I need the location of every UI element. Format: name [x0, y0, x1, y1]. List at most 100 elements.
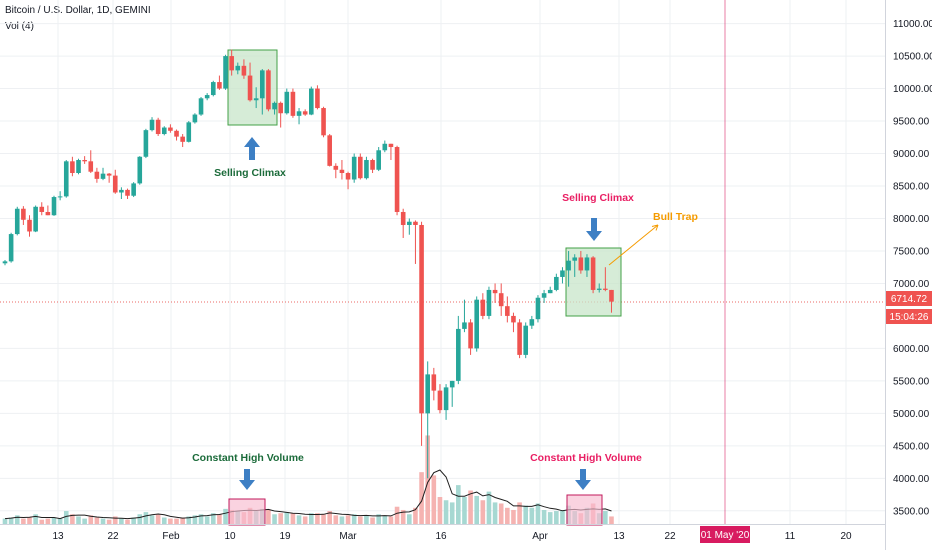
candle	[39, 202, 45, 216]
volume-bar	[94, 517, 100, 524]
volume-bar	[82, 518, 87, 524]
candle	[517, 319, 522, 359]
candle	[27, 215, 32, 237]
candle	[547, 286, 553, 294]
volume-bar	[223, 508, 228, 524]
candle	[88, 150, 94, 174]
candle	[511, 312, 516, 333]
candle	[480, 293, 486, 320]
volume-bar	[425, 435, 430, 524]
candle	[505, 296, 510, 323]
price-tick-label: 8000.00	[893, 214, 930, 225]
time-tick-label: 10	[224, 531, 236, 542]
arrow-down-icon	[575, 469, 591, 490]
candle	[186, 121, 192, 143]
candle	[284, 88, 290, 115]
candle	[339, 160, 345, 180]
volume-ma-line	[4, 469, 612, 520]
time-tick-label: 13	[52, 531, 64, 542]
candle	[456, 315, 461, 385]
volume-bar	[541, 509, 547, 524]
candle	[498, 283, 504, 316]
high-volume-label-1: Constant High Volume	[192, 452, 304, 464]
volume-bar	[266, 509, 271, 524]
candle	[278, 101, 283, 128]
candle	[584, 254, 590, 277]
arrow-up-icon	[244, 137, 260, 160]
chart-title: Bitcoin / U.S. Dollar, 1D, GEMINI	[5, 5, 151, 16]
candle	[272, 101, 277, 115]
volume-bar	[100, 518, 106, 524]
price-tick-label: 10500.00	[893, 52, 932, 63]
volume-bar	[517, 502, 522, 524]
candle	[596, 283, 602, 293]
volume-bar	[443, 500, 449, 524]
selling-climax-label-1: Selling Climax	[214, 167, 286, 179]
volume-bar	[554, 511, 559, 524]
volume-bar	[511, 509, 516, 524]
high-volume-label-2: Constant High Volume	[530, 452, 642, 464]
candle	[51, 195, 57, 216]
candle	[198, 97, 204, 116]
candle	[119, 187, 124, 199]
candle	[419, 221, 424, 446]
volume-bar	[462, 497, 467, 524]
grid	[0, 0, 885, 524]
volume-bar	[88, 515, 94, 524]
candle	[333, 163, 339, 179]
volume-bar	[76, 516, 81, 524]
current-price-value: 6714.72	[891, 294, 928, 305]
high-volume-box-1	[228, 498, 266, 526]
candle	[468, 319, 473, 355]
candle	[253, 87, 259, 109]
candle	[388, 143, 394, 161]
price-tick-label: 9500.00	[893, 117, 930, 128]
volume-bar	[413, 507, 418, 524]
candle	[259, 69, 265, 115]
bull-trap-arrowhead	[651, 224, 659, 231]
candle	[33, 205, 38, 233]
volume-bar	[168, 518, 173, 524]
volume-bar	[498, 503, 504, 524]
candle	[21, 206, 26, 225]
volume-bar	[351, 514, 357, 524]
volume-bar	[382, 515, 388, 524]
volume-bar	[137, 514, 143, 524]
volume-bar	[603, 511, 608, 524]
candle	[241, 59, 247, 79]
time-tick-label: 20	[840, 531, 852, 542]
candle	[125, 188, 130, 199]
volume-bar	[57, 518, 63, 524]
candle	[82, 156, 87, 164]
price-tick-label: 11000.00	[893, 19, 932, 30]
candle	[309, 86, 314, 116]
volume-bar	[125, 519, 130, 524]
volume-bar	[492, 502, 498, 524]
candle	[407, 218, 412, 235]
volume-bar	[290, 513, 296, 524]
volume-bar	[486, 491, 492, 524]
price-tick-label: 8500.00	[893, 182, 930, 193]
price-tick-label: 4000.00	[893, 474, 930, 485]
volume-bar	[339, 516, 345, 524]
volume-bar	[468, 490, 473, 524]
arrows	[239, 137, 602, 490]
candle	[315, 85, 320, 110]
candle	[217, 75, 222, 90]
time-axis: 13 22 Feb 10 19 Mar 16 Apr 13 22 11 20	[0, 524, 885, 542]
volume-bar	[106, 519, 112, 524]
price-tick-label: 5500.00	[893, 376, 930, 387]
candle	[376, 147, 381, 172]
candle	[358, 153, 363, 180]
time-tick-label: 13	[613, 531, 625, 542]
countdown-value: 15:04:26	[890, 312, 929, 323]
volume-bar	[315, 513, 320, 524]
candle	[382, 140, 388, 153]
volume-bar	[400, 509, 406, 524]
candle	[560, 267, 565, 284]
candle	[345, 171, 351, 190]
volume-bar	[204, 516, 210, 524]
candle	[266, 69, 271, 112]
selling-climax-label-2: Selling Climax	[562, 192, 634, 204]
